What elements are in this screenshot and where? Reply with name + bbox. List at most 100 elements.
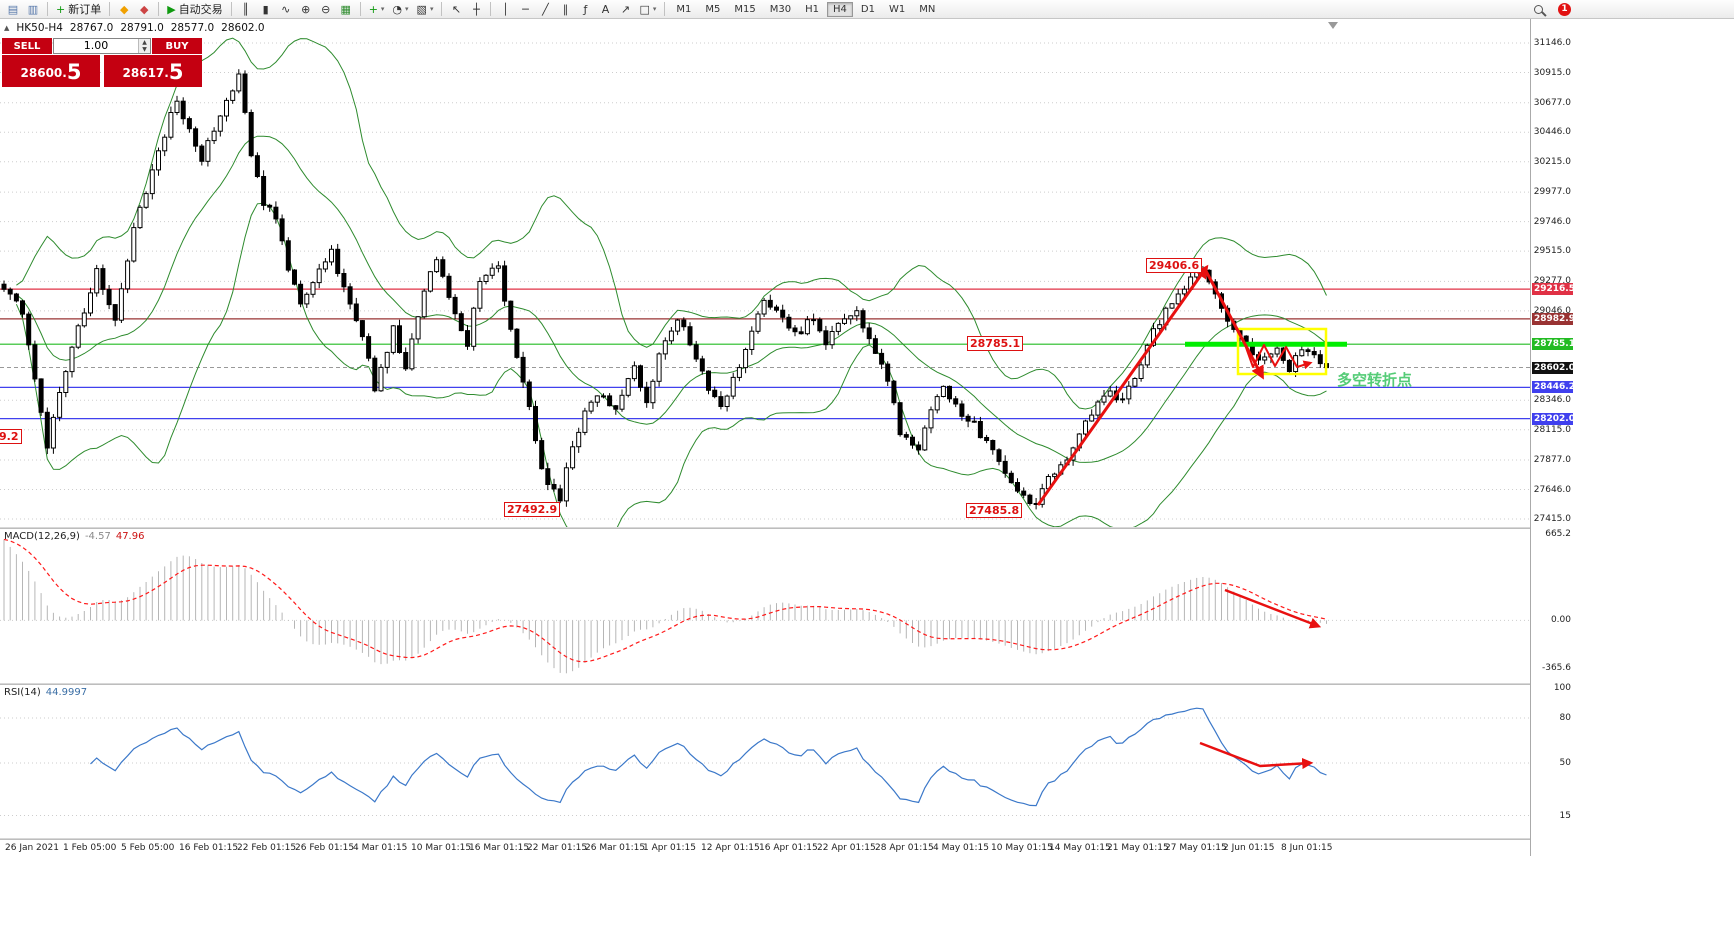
cursor-button[interactable]: ↖ [446, 1, 466, 18]
timeframe-m15-button[interactable]: M15 [734, 3, 756, 15]
turning-point-label[interactable]: 多空转折点 [1337, 371, 1413, 389]
panel-separator[interactable] [0, 683, 1574, 685]
time-label: 1 Apr 01:15 [643, 843, 696, 853]
zoom-out-button[interactable]: ⊖ [316, 1, 336, 18]
timeframe-mn-button[interactable]: MN [919, 3, 936, 15]
price-label: 30446.0 [1533, 127, 1571, 138]
periods-button[interactable]: ◔ ▾ [388, 1, 412, 18]
zoom-in-button[interactable]: ⊕ [296, 1, 316, 18]
line-chart-button[interactable]: ∿ [276, 1, 296, 18]
price-annotation-label[interactable]: 9.2 [0, 429, 22, 444]
fibonacci-button[interactable]: ƒ [575, 1, 595, 18]
timeframe-m30-button[interactable]: M30 [769, 3, 792, 15]
horizontal-line-button[interactable]: ─ [515, 1, 535, 18]
time-axis[interactable]: 26 Jan 2021 1 Feb 05:00 5 Feb 05:00 16 Feb … [0, 840, 1574, 856]
candlestick-chart-button[interactable]: ▮ [256, 1, 276, 18]
price-annotation-label[interactable]: 28785.1 [967, 336, 1024, 351]
macd-title: MACD(12,26,9) [4, 531, 80, 542]
arrow-tool-button[interactable]: ↗ [615, 1, 635, 18]
time-label: 4 Mar 01:15 [353, 843, 408, 853]
price-label: 31146.0 [1533, 38, 1571, 48]
rsi-canvas[interactable] [0, 685, 1530, 838]
timeframe-m5-button[interactable]: M5 [705, 3, 721, 15]
market-button[interactable]: ◆ [134, 1, 154, 18]
sell-button[interactable]: SELL [2, 38, 52, 54]
macd-scale-label: 665.2 [1545, 528, 1571, 539]
fibonacci-icon: ƒ [583, 2, 588, 16]
chevron-down-icon: ▾ [429, 5, 434, 13]
timeframe-h1-button[interactable]: H1 [805, 3, 819, 15]
price-tag: 29216.5 [1532, 283, 1575, 296]
vertical-line-button[interactable]: │ [495, 1, 515, 18]
toolbar-separator [230, 2, 232, 16]
autotrading-icon: ▶ [167, 2, 176, 16]
shapes-icon: □ [639, 2, 650, 16]
toolbar-separator [441, 2, 443, 16]
indicators-icon: + [368, 2, 378, 16]
time-label: 21 May 01:15 [1107, 843, 1169, 853]
volume-down-button[interactable]: ▼ [139, 46, 150, 53]
shapes-button[interactable]: □ ▾ [635, 1, 660, 18]
metaeditor-button[interactable]: ◆ [114, 1, 134, 18]
price-label: 27415.0 [1533, 514, 1571, 524]
price-annotation-label[interactable]: 27485.8 [966, 503, 1023, 518]
new-order-button[interactable]: + 新订单 [52, 1, 105, 18]
channel-button[interactable]: ∥ [555, 1, 575, 18]
notification-badge[interactable]: 1 [1558, 2, 1571, 16]
time-label: 12 Apr 01:15 [701, 843, 760, 853]
toolbar-separator [158, 2, 160, 16]
new-order-icon: + [56, 2, 66, 16]
timeframe-m1-button[interactable]: M1 [676, 3, 692, 15]
crosshair-button[interactable]: ┼ [466, 1, 486, 18]
volume-field[interactable]: 1.00 ▲ ▼ [53, 38, 151, 54]
price-label: 28115.0 [1533, 424, 1571, 435]
main-chart-canvas[interactable] [0, 19, 1530, 527]
sell-price-button[interactable]: 28600. 5 [2, 55, 100, 87]
autotrading-button[interactable]: ▶ 自动交易 [163, 1, 226, 18]
price-tag: 28785.1 [1532, 338, 1575, 351]
time-label: 26 Feb 01:15 [295, 843, 355, 853]
price-tag: 28602.0 [1532, 361, 1575, 374]
rsi-scale-label: 100 [1553, 683, 1571, 693]
price-scale[interactable]: 31146.0 30915.0 30677.0 30446.0 30215.0 29977… [1530, 19, 1575, 856]
templates-button[interactable]: ▧ ▾ [413, 1, 438, 18]
tile-windows-button[interactable]: ▦ [336, 1, 356, 18]
text-button[interactable]: A [595, 1, 615, 18]
price-annotation-label[interactable]: 27492.9 [504, 502, 561, 517]
profiles-button[interactable]: ▥ [23, 1, 43, 18]
buy-button[interactable]: BUY [152, 38, 202, 54]
rsi-panel[interactable]: RSI(14) 44.9997 [0, 685, 1530, 838]
time-label: 22 Feb 01:15 [237, 843, 297, 853]
price-label: 27646.0 [1533, 484, 1571, 495]
low-value: 28577.0 [170, 22, 215, 34]
time-label: 22 Apr 01:15 [817, 843, 876, 853]
search-icon [1533, 4, 1547, 17]
one-click-collapse-button[interactable]: ▲ [4, 24, 10, 32]
bar-chart-button[interactable]: ║ [236, 1, 256, 18]
timeframe-d1-button[interactable]: D1 [860, 3, 875, 15]
timeframe-h4-button[interactable]: H4 [827, 1, 853, 17]
time-label: 28 Apr 01:15 [875, 843, 934, 853]
ohlc-header: ▲ HK50-H4 28767.0 28791.0 28577.0 28602.… [4, 22, 265, 34]
macd-scale-label: 0.00 [1550, 615, 1571, 626]
time-label: 10 Mar 01:15 [411, 843, 472, 853]
price-label: 29977.0 [1533, 187, 1571, 198]
search-button[interactable] [1528, 1, 1548, 18]
rsi-scale-label: 80 [1559, 713, 1571, 723]
macd-panel[interactable]: MACD(12,26,9) -4.57 47.96 [0, 529, 1530, 683]
high-value: 28791.0 [120, 22, 164, 34]
panel-separator[interactable] [0, 838, 1574, 840]
new-chart-button[interactable]: ▤ [3, 1, 23, 18]
panel-separator[interactable] [0, 527, 1574, 529]
indicators-button[interactable]: + ▾ [365, 1, 389, 18]
time-label: 4 May 01:15 [933, 843, 989, 853]
macd-canvas[interactable] [0, 529, 1530, 683]
buy-price-button[interactable]: 28617. 5 [104, 55, 202, 87]
main-chart-panel[interactable]: ▲ HK50-H4 28767.0 28791.0 28577.0 28602.… [0, 19, 1530, 527]
volume-up-button[interactable]: ▲ [139, 39, 150, 46]
price-annotation-label[interactable]: 29406.6 [1146, 258, 1203, 273]
sell-price-main: 28600. [20, 66, 67, 80]
trendline-button[interactable]: ╱ [535, 1, 555, 18]
timeframe-w1-button[interactable]: W1 [888, 3, 906, 15]
price-tag: 28446.2 [1532, 381, 1575, 394]
